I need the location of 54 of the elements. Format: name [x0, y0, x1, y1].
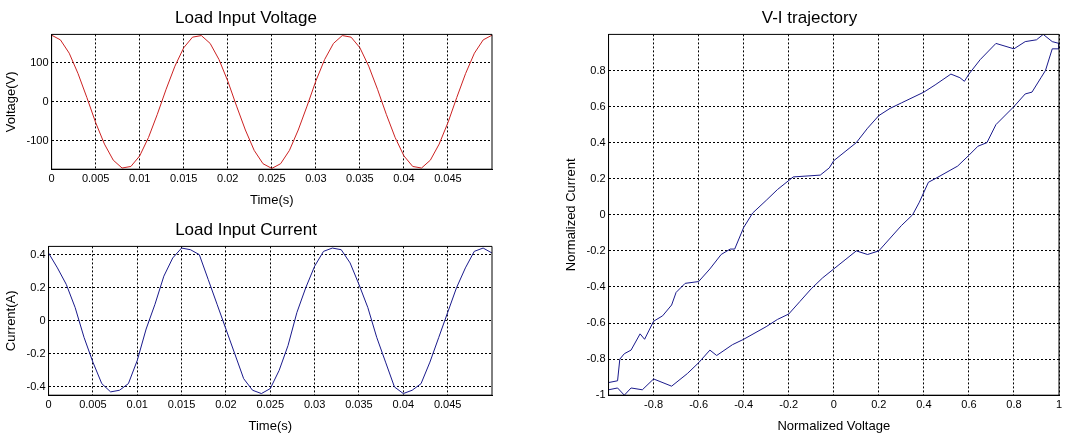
x-tick-label: 0.045: [433, 397, 462, 410]
y-tick-label: 0: [599, 207, 606, 220]
y-tick-label: 0.4: [590, 135, 606, 148]
x-tick-label: 0.005: [79, 397, 107, 410]
x-tick-label: 0.01: [126, 397, 148, 410]
x-tick-label: 0.04: [392, 397, 415, 410]
x-tick-label: 0.02: [217, 171, 239, 184]
y-axis-title: Normalized Current: [563, 158, 579, 272]
x-tick-label: 0.01: [128, 171, 151, 184]
y-tick-label: -0.2: [586, 243, 606, 256]
y-tick-label: -0.6: [586, 316, 606, 329]
y-tick-label: 0.4: [30, 247, 46, 260]
x-tick-label: 1: [1055, 397, 1063, 410]
chart-title: Load Input Voltage: [175, 7, 317, 27]
x-tick-label: 0.035: [346, 171, 374, 184]
y-tick-label: 0: [42, 94, 49, 107]
x-tick-label: -0.2: [779, 397, 799, 410]
y-tick-label: 0.2: [30, 280, 46, 293]
x-tick-label: 0.025: [258, 171, 286, 184]
x-tick-label: -0.6: [689, 397, 709, 410]
x-axis-title: Normalized Voltage: [777, 417, 891, 433]
x-tick-label: 0.045: [434, 171, 462, 184]
y-tick-label: 0: [39, 313, 46, 326]
y-tick-label: 100: [30, 55, 49, 68]
x-tick-label: 0.6: [961, 397, 977, 410]
x-tick-label: 0.005: [81, 171, 110, 184]
x-tick-label: 0.015: [169, 171, 198, 184]
x-tick-label: 0.4: [916, 397, 932, 410]
y-tick-label: -0.4: [26, 379, 46, 392]
x-axis-title: Time(s): [248, 417, 293, 433]
x-tick-label: 0.015: [167, 397, 196, 410]
x-tick-label: 0.02: [215, 397, 237, 410]
x-axis-title: Time(s): [250, 191, 294, 207]
x-tick-label: 0.8: [1006, 397, 1022, 410]
y-tick-label: -0.2: [26, 346, 46, 359]
y-tick-label: -1: [595, 388, 606, 401]
chart-title: V-I trajectory: [761, 7, 858, 27]
x-tick-label: 0.04: [393, 171, 415, 184]
x-tick-label: 0.2: [871, 397, 887, 410]
x-tick-label: 0.035: [345, 397, 373, 410]
y-tick-label: 0.6: [590, 99, 606, 112]
x-tick-label: -0.8: [644, 397, 664, 410]
x-tick-label: 0: [830, 397, 837, 410]
y-axis-title: Current(A): [3, 290, 19, 352]
x-tick-label: -0.4: [734, 397, 754, 410]
y-tick-label: -100: [26, 134, 49, 147]
y-tick-label: -0.4: [586, 279, 606, 292]
x-tick-label: 0.03: [305, 171, 327, 184]
y-axis-title: Voltage(V): [3, 71, 19, 133]
x-tick-label: 0.025: [256, 397, 285, 410]
x-tick-label: 0.03: [303, 397, 326, 410]
y-tick-label: -0.8: [586, 352, 606, 365]
y-tick-label: 0.8: [590, 63, 606, 76]
chart-title: Load Input Current: [175, 219, 318, 239]
